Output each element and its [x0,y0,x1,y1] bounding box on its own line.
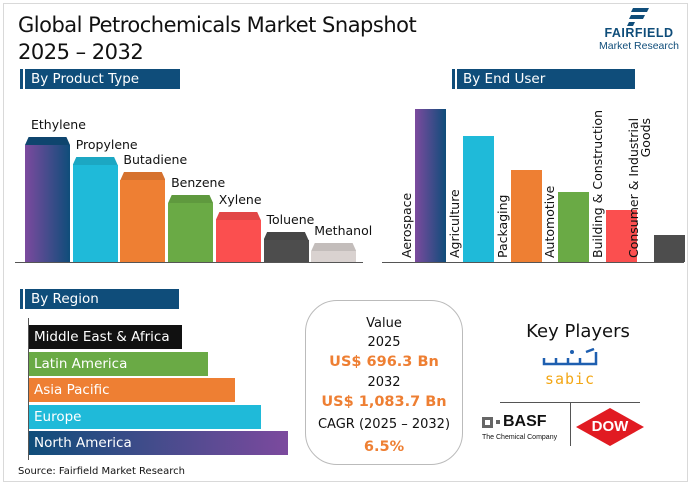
region-bar-middle-east-africa: Middle East & Africa [29,325,182,349]
end-user-bar-agriculture [462,136,494,262]
sabic-arabic-mark-icon [542,347,598,366]
product-bar-cap [311,243,357,251]
product-bar-cap [215,212,261,220]
product-bar-cap [25,137,70,145]
end-user-label: Agriculture [446,189,462,258]
end-user-bar-consumer-industrial-goods [654,235,685,262]
end-user-label: Aerospace [399,192,414,258]
end-user-bar-aerospace [415,109,446,262]
end-user-label: Packaging [494,194,510,258]
region-bar-latin-america: Latin America [29,351,208,376]
players-divider-v [570,402,571,446]
cagr-value: 6.5% [363,439,405,455]
basf-logo: BASF The Chemical Company [482,413,558,441]
product-bar-ethylene [25,145,70,262]
region-axis [28,318,29,460]
section-end-user: By End User [452,69,635,89]
product-bar-xylene [215,220,261,262]
end-user-bar-automotive [558,192,590,262]
product-bar-cap [168,195,214,203]
source-note: Source: Fairfield Market Research [18,466,185,477]
product-bar-cap [72,157,118,165]
product-bar-methanol [311,251,357,262]
product-bar-toluene [263,240,309,262]
product-bar-propylene [72,165,118,262]
year-2032: 2032 [367,375,401,390]
value-label: Value [366,316,402,331]
logo-mark-icon [627,8,649,26]
product-label: Toluene [266,212,315,227]
end-user-label-line: Goods [638,117,653,158]
product-label: Ethylene [31,117,86,132]
value-2025: US$ 696.3 Bn [329,354,439,370]
product-label: Xylene [218,192,262,207]
end-user-axis [382,262,684,263]
basf-squares-icon [482,416,493,428]
section-region: By Region [20,289,179,309]
product-label: Butadiene [123,152,188,167]
basf-dash-icon [496,420,500,424]
region-bar-europe: Europe [29,404,261,429]
product-bar-cap [263,232,309,240]
product-axis [15,262,363,263]
region-bar-asia-pacific: Asia Pacific [29,378,235,402]
end-user-label: Consumer & Industrial Goods [626,117,653,258]
end-user-label: Building & Construction [590,110,606,258]
product-label: Benzene [171,175,226,190]
frame [3,3,688,482]
product-bar-cap [120,172,166,180]
region-bar-north-america: North America [29,431,288,455]
product-bar-benzene [168,203,214,262]
value-box: Value 2025 US$ 696.3 Bn 2032 US$ 1,083.7… [305,300,463,465]
section-product-type: By Product Type [20,69,180,89]
value-2032: US$ 1,083.7 Bn [321,394,447,410]
page-title: Global Petrochemicals Market Snapshot 202… [18,13,417,64]
end-user-bar-packaging [510,170,542,262]
fairfield-logo: FAIRFIELD Market Research [592,8,686,52]
sabic-logo: sabic [535,347,605,387]
key-players-title: Key Players [526,321,630,342]
end-user-label: Automotive [542,185,558,258]
product-label: Methanol [314,223,373,238]
year-2025: 2025 [367,335,401,350]
cagr-label: CAGR (2025 – 2032) [317,417,451,432]
end-user-bar-building-construction [606,210,638,262]
product-bar-butadiene [120,180,166,262]
product-label: Propylene [75,137,138,152]
